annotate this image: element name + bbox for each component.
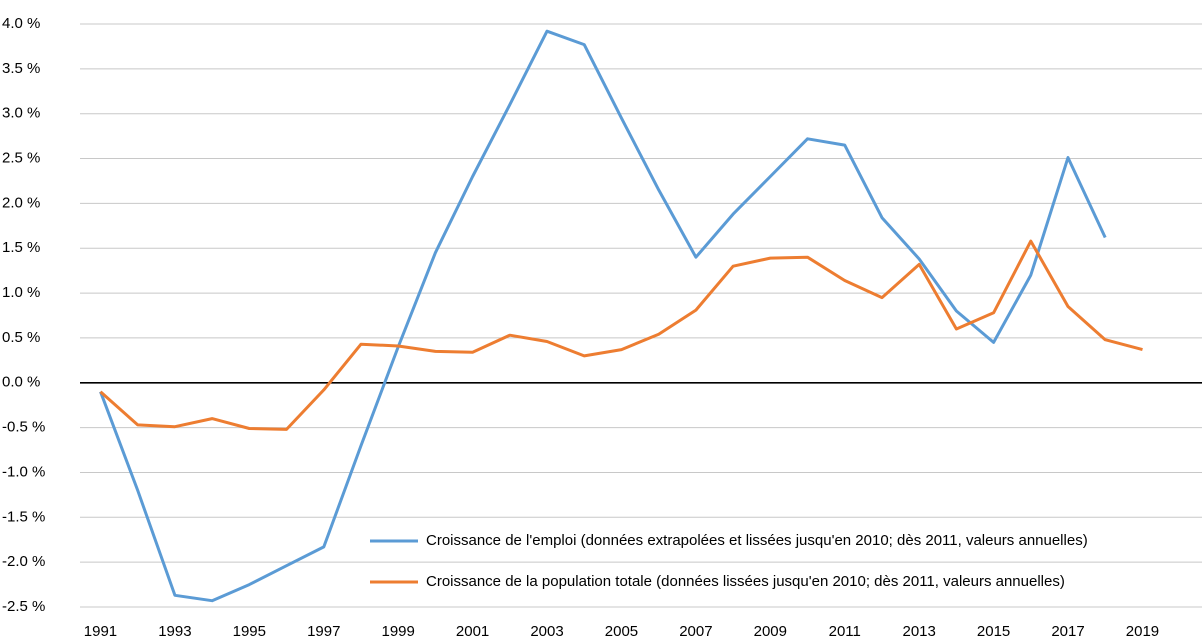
x-tick-label: 1995 [233, 623, 266, 640]
x-tick-label: 2019 [1126, 623, 1159, 640]
y-tick-label: 3.5 % [2, 60, 40, 77]
x-tick-label: 1999 [381, 623, 414, 640]
x-tick-label: 2003 [530, 623, 563, 640]
x-tick-label: 2011 [829, 623, 861, 640]
y-tick-label: 0.5 % [2, 329, 40, 346]
series-line [99, 239, 1143, 431]
y-tick-label: -1.5 % [2, 508, 45, 525]
y-tick-label: 0.0 % [2, 374, 40, 391]
y-tick-label: 1.5 % [2, 239, 40, 256]
x-tick-label: 2017 [1051, 623, 1084, 640]
x-tick-label: 2005 [605, 623, 638, 640]
y-tick-label: -2.5 % [2, 598, 45, 615]
y-tick-label: -0.5 % [2, 419, 45, 436]
y-tick-label: -2.0 % [2, 553, 45, 570]
x-tick-label: 2015 [977, 623, 1010, 640]
legend-label: Croissance de la population totale (donn… [426, 573, 1065, 590]
x-tick-label: 1993 [158, 623, 191, 640]
y-tick-label: 3.0 % [2, 105, 40, 122]
y-tick-label: 4.0 % [2, 15, 40, 32]
y-tick-label: 2.5 % [2, 150, 40, 167]
x-tick-label: 1997 [307, 623, 340, 640]
y-tick-label: -1.0 % [2, 463, 45, 480]
series-line [99, 29, 1107, 603]
x-tick-label: 2001 [456, 623, 489, 640]
y-tick-label: 1.0 % [2, 284, 40, 301]
x-tick-label: 2007 [679, 623, 712, 640]
y-tick-label: 2.0 % [2, 194, 40, 211]
x-tick-label: 2009 [754, 623, 787, 640]
x-tick-label: 2013 [902, 623, 935, 640]
legend-label: Croissance de l'emploi (données extrapol… [426, 532, 1088, 549]
x-tick-label: 1991 [84, 623, 117, 640]
